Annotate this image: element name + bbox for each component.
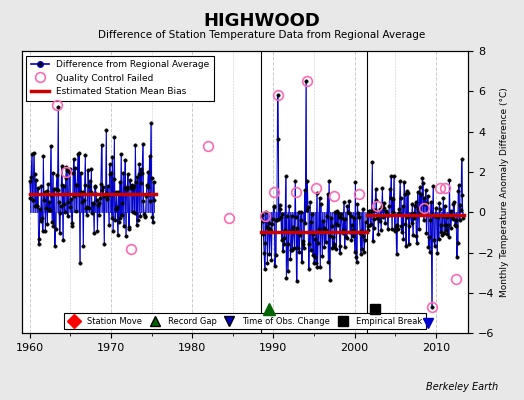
Legend: Station Move, Record Gap, Time of Obs. Change, Empirical Break: Station Move, Record Gap, Time of Obs. C… bbox=[64, 314, 425, 329]
Text: Berkeley Earth: Berkeley Earth bbox=[425, 382, 498, 392]
Text: Difference of Station Temperature Data from Regional Average: Difference of Station Temperature Data f… bbox=[99, 30, 425, 40]
Text: HIGHWOOD: HIGHWOOD bbox=[203, 12, 321, 30]
Y-axis label: Monthly Temperature Anomaly Difference (°C): Monthly Temperature Anomaly Difference (… bbox=[500, 87, 509, 297]
